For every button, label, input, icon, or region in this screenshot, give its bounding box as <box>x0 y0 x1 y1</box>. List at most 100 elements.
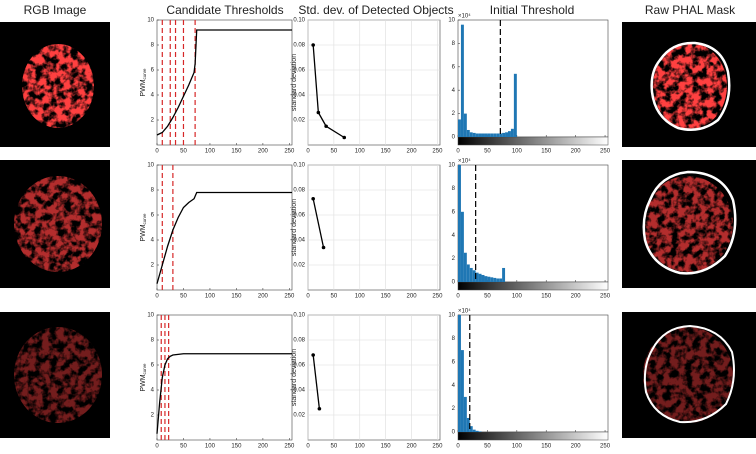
rgb-image <box>0 160 110 288</box>
mask-image <box>622 160 756 288</box>
x-tick-label: 50 <box>180 294 187 300</box>
x-tick-label: 50 <box>484 294 491 300</box>
x-tick-label: 50 <box>331 294 338 300</box>
y-tick-label: 4 <box>151 388 155 394</box>
plot-area <box>457 19 609 138</box>
data-line <box>312 198 325 248</box>
data-line <box>312 44 345 139</box>
x-tick-label: 150 <box>541 444 552 450</box>
histogram-bar <box>493 133 497 137</box>
x-tick-label: 150 <box>381 444 392 450</box>
x-tick-label: 150 <box>541 294 552 300</box>
x-tick-label: 0 <box>306 294 310 300</box>
y-tick-label: 6 <box>452 209 456 215</box>
histogram-bar <box>490 277 494 282</box>
y-tick-label: 2 <box>151 118 155 124</box>
x-tick-label: 200 <box>407 294 418 300</box>
data-point <box>342 135 347 140</box>
x-tick-label: 250 <box>432 149 443 155</box>
y-tick-label: 0.06 <box>293 68 305 74</box>
x-tick-label: 50 <box>180 149 187 155</box>
y-tick-label: 0.10 <box>293 163 305 169</box>
plot-area <box>307 314 441 441</box>
histogram-bar <box>475 133 479 137</box>
data-line <box>156 29 292 136</box>
x-tick-label: 100 <box>205 149 216 155</box>
histogram-bar <box>472 132 476 137</box>
x-tick-label: 250 <box>600 444 611 450</box>
x-tick-label: 200 <box>258 294 269 300</box>
x-tick-label: 150 <box>541 149 552 155</box>
x-tick-label: 0 <box>306 149 310 155</box>
y-tick-label: 0.04 <box>293 93 305 99</box>
histogram-bar <box>487 276 491 282</box>
y-tick-label: 8 <box>151 338 155 344</box>
x-tick-label: 150 <box>231 149 242 155</box>
histogram-bar <box>490 133 494 137</box>
y-tick-label: 2 <box>151 263 155 269</box>
column-title: Candidate Thresholds <box>166 3 283 17</box>
y-axis-label: standard deviation <box>291 54 298 111</box>
x-tick-label: 200 <box>407 444 418 450</box>
y-tick-label: 8 <box>452 41 456 47</box>
y-tick-label: 10 <box>448 18 455 24</box>
y-tick-label: 2 <box>452 111 456 117</box>
y-tick-label: 2 <box>151 413 155 419</box>
histogram-bar <box>469 132 473 137</box>
histogram-bar <box>463 252 467 282</box>
y-axis-label: standard deviation <box>291 349 298 406</box>
histogram-bar <box>513 73 517 137</box>
histogram-bar <box>460 24 464 137</box>
data-point <box>321 245 326 250</box>
histogram-bar <box>481 133 485 137</box>
x-tick-label: 100 <box>355 149 366 155</box>
data-point <box>317 406 322 411</box>
y-tick-label: 4 <box>151 93 155 99</box>
intensity-bar <box>457 281 609 291</box>
y-tick-label: 6 <box>151 363 155 369</box>
histogram-bar <box>510 128 514 137</box>
column-title: Raw PHAL Mask <box>645 3 736 17</box>
histogram-bar <box>475 430 479 432</box>
histogram-bar <box>466 129 470 137</box>
y-axis-label: PWMcurve <box>140 363 147 392</box>
histogram-bar <box>458 119 461 137</box>
x-tick-label: 250 <box>284 444 295 450</box>
y-tick-label: 6 <box>452 359 456 365</box>
histogram-bar <box>502 132 506 137</box>
histogram-bar <box>502 267 506 282</box>
histogram-bar <box>458 165 461 282</box>
x-tick-label: 250 <box>432 444 443 450</box>
histogram-bar <box>469 267 473 282</box>
plot-area <box>307 164 441 291</box>
x-tick-label: 150 <box>381 294 392 300</box>
histogram-bar <box>463 396 467 432</box>
histogram-bar <box>496 278 500 282</box>
plot-area <box>156 164 293 291</box>
intensity-bar <box>457 136 609 146</box>
x-tick-label: 50 <box>180 444 187 450</box>
y-tick-label: 10 <box>448 163 455 169</box>
histogram-bar <box>469 426 473 432</box>
x-tick-label: 250 <box>284 294 295 300</box>
histogram-bar <box>493 277 497 282</box>
x-tick-label: 150 <box>231 294 242 300</box>
y-axis-label-sub: curve <box>142 363 147 375</box>
y-tick-label: 6 <box>452 64 456 70</box>
y-tick-label: 10 <box>147 313 154 319</box>
x-tick-label: 200 <box>571 294 582 300</box>
histogram-bar <box>478 431 482 432</box>
plot-area <box>457 314 609 433</box>
histogram-bar <box>484 133 488 137</box>
x-tick-label: 0 <box>155 444 159 450</box>
x-tick-label: 200 <box>258 149 269 155</box>
x-tick-label: 250 <box>432 294 443 300</box>
y-tick-label: 4 <box>452 383 456 389</box>
x-tick-label: 0 <box>456 294 460 300</box>
y-axis-label-sub: curve <box>142 68 147 80</box>
x-tick-label: 0 <box>306 444 310 450</box>
plot-area <box>457 164 609 283</box>
plot-area <box>156 314 293 441</box>
y-tick-label: 8 <box>151 43 155 49</box>
